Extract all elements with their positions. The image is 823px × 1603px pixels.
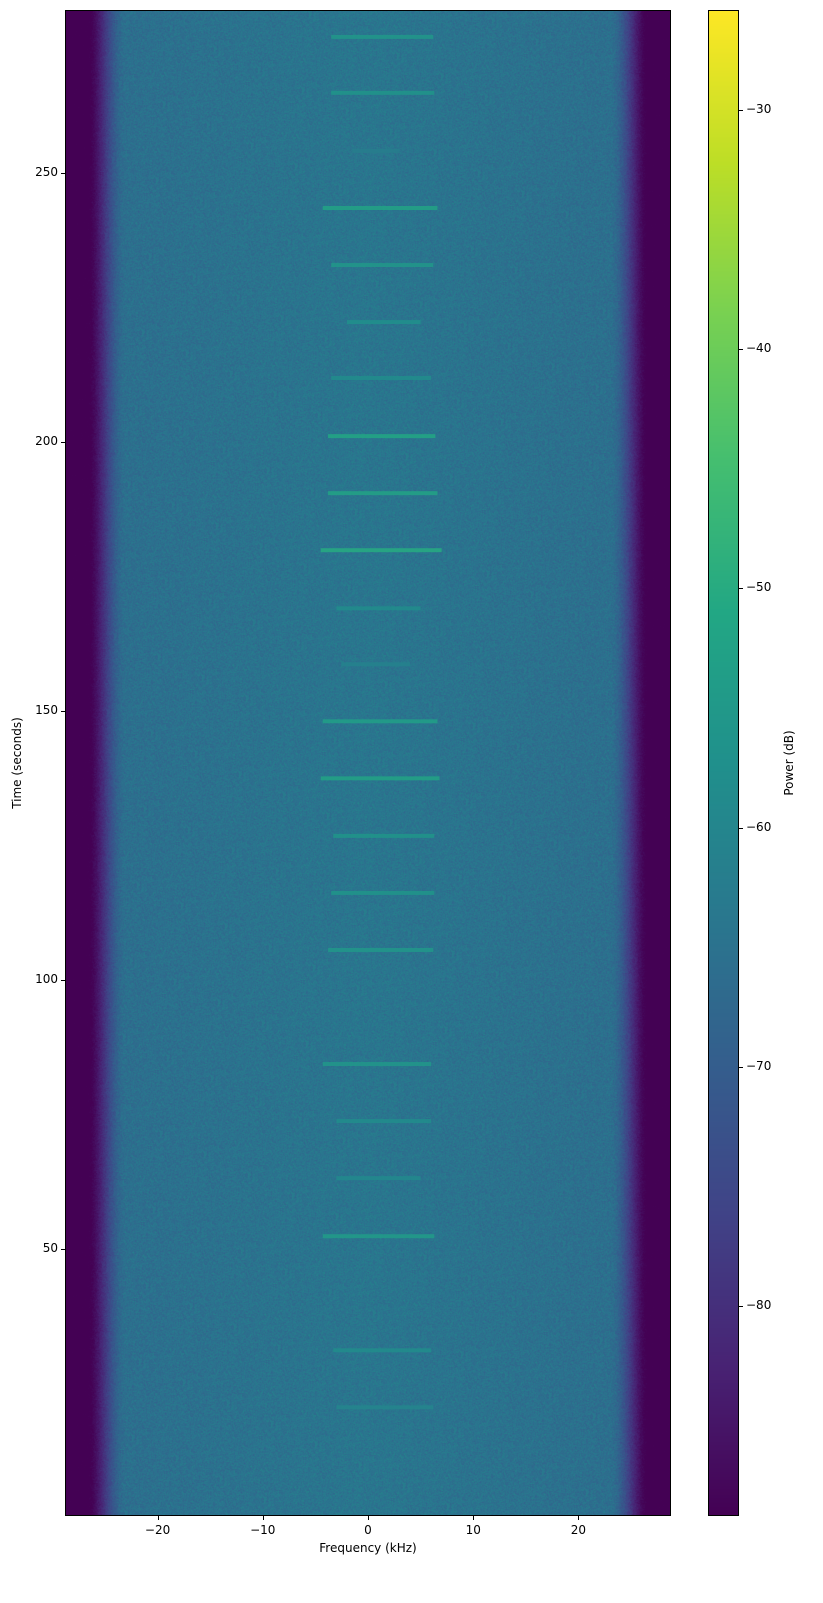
colorbar-tick-label: −70 <box>746 1058 772 1073</box>
y-axis-label: Time (seconds) <box>10 717 24 809</box>
x-tick-label: −20 <box>144 1523 171 1537</box>
burst-1 <box>331 90 435 95</box>
burst-11 <box>341 662 411 667</box>
y-tick-mark <box>61 711 65 713</box>
colorbar-tick-label: −50 <box>746 580 772 595</box>
burst-2 <box>352 148 400 153</box>
y-tick-mark <box>61 1249 65 1251</box>
colorbar-tick-mark <box>739 1066 743 1068</box>
colorbar-tick-mark <box>739 827 743 829</box>
colorbar-tick-mark <box>739 349 743 351</box>
burst-4 <box>331 263 434 268</box>
burst-21 <box>333 1348 432 1353</box>
colorbar-tick-mark <box>739 1305 743 1307</box>
burst-20 <box>322 1234 435 1239</box>
colorbar-tick-label: −60 <box>746 819 772 834</box>
x-tick-mark <box>262 1516 264 1520</box>
burst-6 <box>331 376 432 381</box>
burst-10 <box>336 606 421 611</box>
burst-3 <box>322 206 438 211</box>
burst-9 <box>320 548 442 553</box>
colorbar-tick-label: −40 <box>746 341 772 356</box>
spectrogram-background <box>65 10 671 1516</box>
burst-14 <box>333 833 435 838</box>
y-tick-label: 200 <box>35 434 58 449</box>
burst-22 <box>336 1405 434 1410</box>
spectrogram-plot-area <box>65 10 671 1516</box>
y-tick-label: 250 <box>35 165 58 180</box>
y-tick-mark <box>61 980 65 982</box>
colorbar-tick-mark <box>739 588 743 590</box>
colorbar-label: Power (dB) <box>782 730 796 796</box>
burst-17 <box>322 1062 432 1067</box>
y-tick-label: 50 <box>42 1241 58 1256</box>
burst-16 <box>328 947 434 952</box>
x-tick-label: −10 <box>250 1523 276 1537</box>
colorbar <box>708 10 739 1516</box>
burst-15 <box>331 890 435 895</box>
burst-19 <box>336 1176 421 1181</box>
burst-7 <box>328 434 436 439</box>
x-tick-label: 10 <box>465 1523 481 1537</box>
colorbar-tick-label: −80 <box>746 1297 772 1312</box>
burst-18 <box>336 1119 432 1124</box>
burst-layer <box>320 34 442 1410</box>
x-tick-mark <box>578 1516 580 1520</box>
x-tick-label: 20 <box>570 1523 587 1537</box>
x-tick-mark <box>157 1516 159 1520</box>
burst-0 <box>331 34 434 39</box>
burst-8 <box>328 491 438 496</box>
burst-13 <box>320 776 440 781</box>
y-tick-label: 100 <box>35 972 58 987</box>
y-tick-mark <box>61 442 65 444</box>
x-axis-label: Frequency (kHz) <box>319 1541 417 1555</box>
colorbar-tick-mark <box>739 110 743 112</box>
colorbar-tick-label: −30 <box>746 102 772 117</box>
x-tick-mark <box>368 1516 369 1520</box>
burst-12 <box>322 719 438 724</box>
y-tick-mark <box>61 173 65 175</box>
y-tick-label: 150 <box>35 703 58 718</box>
x-tick-mark <box>473 1516 475 1520</box>
x-tick-label: 0 <box>364 1523 372 1537</box>
burst-5 <box>346 320 421 325</box>
